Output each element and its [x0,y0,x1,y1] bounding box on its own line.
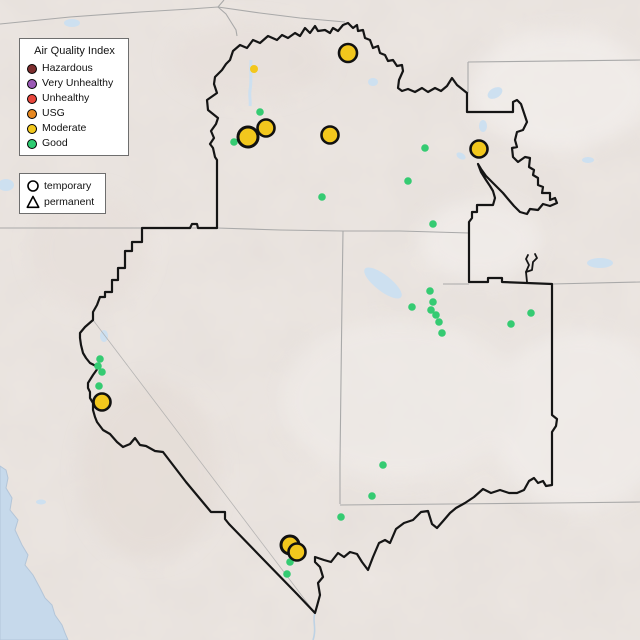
station-type-legend: temporary permanent [19,173,106,214]
aqi-marker-good[interactable] [427,306,435,314]
ocean [0,465,69,640]
aqi-marker-good[interactable] [435,318,443,326]
aqi-color-swatch [27,138,37,149]
legend-item-label: Moderate [42,122,87,134]
aqi-marker-good[interactable] [408,303,416,311]
aqi-marker-good[interactable] [98,368,106,376]
aqi-marker-good[interactable] [426,287,434,295]
legend-item-label: Unhealthy [42,92,90,104]
aqi-marker-good[interactable] [429,298,437,306]
legend-item-permanent: permanent [26,194,100,210]
aqi-marker-good[interactable] [95,382,103,390]
aqi-marker-moderate[interactable] [287,542,307,562]
aqi-marker-good[interactable] [379,461,387,469]
marker-layer [92,42,535,578]
aqi-marker-good[interactable] [318,193,326,201]
legend-item-label: USG [42,107,65,119]
aqi-marker-moderate[interactable] [236,125,260,149]
aqi-marker-good[interactable] [230,138,238,146]
aqi-legend: Air Quality Index Hazardous Very Unhealth… [19,38,129,156]
region-boundary [78,21,559,615]
legend-item-label: Good [42,137,68,149]
aqi-color-swatch [27,108,37,119]
aqi-marker-moderate[interactable] [92,392,112,412]
aqi-marker-moderate[interactable] [469,139,489,159]
legend-item-unhealthy: Unhealthy [27,91,122,106]
aqi-color-swatch [27,93,37,104]
aqi-marker-good[interactable] [404,177,412,185]
legend-item-usg: USG [27,106,122,121]
aqi-marker-moderate[interactable] [337,42,359,64]
aqi-marker-good[interactable] [527,309,535,317]
legend-item-temporary: temporary [26,178,100,194]
legend-item-label: Hazardous [42,62,93,74]
aqi-marker-good[interactable] [507,320,515,328]
aqi-color-swatch [27,123,37,134]
aqi-color-swatch [27,63,37,74]
legend-item-label: permanent [44,195,95,208]
aqi-marker-good[interactable] [283,570,291,578]
temporary-circle-icon [27,180,39,192]
legend-item-moderate: Moderate [27,121,122,136]
aqi-marker-good[interactable] [94,362,102,370]
aqi-marker-good[interactable] [96,355,104,363]
legend-item-label: Very Unhealthy [42,77,114,89]
lakes [0,19,613,640]
legend-item-label: temporary [44,179,92,192]
aqi-marker-moderate[interactable] [256,118,276,138]
aqi-marker-good[interactable] [421,144,429,152]
aqi-color-swatch [27,78,37,89]
aqi-marker-good[interactable] [429,220,437,228]
aqi-marker-good[interactable] [337,513,345,521]
legend-item-hazardous: Hazardous [27,61,122,76]
permanent-triangle-icon [26,195,40,209]
aqi-marker-good[interactable] [368,492,376,500]
legend-item-very-unhealthy: Very Unhealthy [27,76,122,91]
aqi-marker-moderate[interactable] [320,125,340,145]
legend-item-good: Good [27,136,122,151]
aqi-marker-good[interactable] [432,311,440,319]
aqi-marker-moderate-small[interactable] [250,65,258,73]
aqi-marker-good[interactable] [256,108,264,116]
aqi-legend-title: Air Quality Index [34,45,115,57]
aqi-marker-good[interactable] [438,329,446,337]
